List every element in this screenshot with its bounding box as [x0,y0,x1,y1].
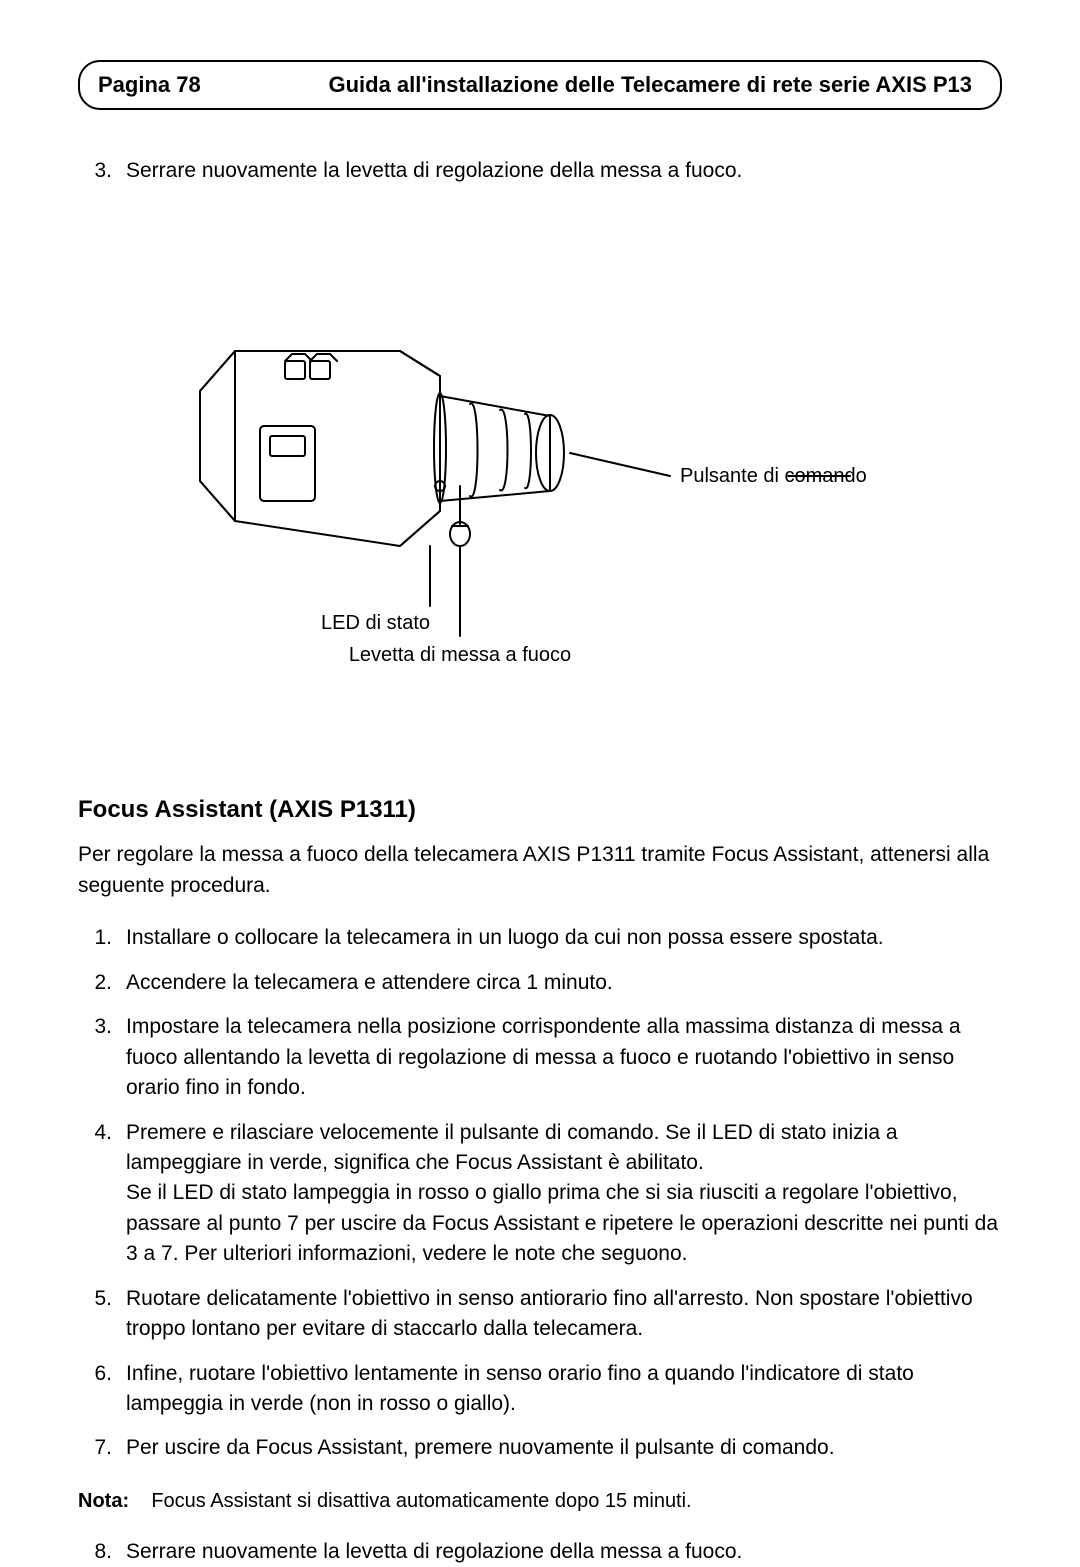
note-label: Nota: [78,1490,129,1512]
list-item: 7.Per uscire da Focus Assistant, premere… [78,1433,1002,1463]
camera-svg: Pulsante di comando LED di stato Levetta… [140,286,940,706]
list-text: Per uscire da Focus Assistant, premere n… [126,1433,1002,1463]
list-number: 5. [78,1284,126,1345]
section-list: 1.Installare o collocare la telecamera i… [78,923,1002,1464]
list-item: 2.Accendere la telecamera e attendere ci… [78,968,1002,998]
section-intro: Per regolare la messa a fuoco della tele… [78,840,1002,901]
note: Nota: Focus Assistant si disattiva autom… [78,1490,1002,1513]
list-item: 6.Infine, ruotare l'obiettivo lentamente… [78,1359,1002,1420]
list-item: 5.Ruotare delicatamente l'obiettivo in s… [78,1284,1002,1345]
list-item: 3. Serrare nuovamente la levetta di rego… [78,156,1002,186]
list-text: Premere e rilasciare velocemente il puls… [126,1118,1002,1270]
label-focus-puller: Levetta di messa a fuoco [349,644,571,666]
list-number: 1. [78,923,126,953]
list-number: 4. [78,1118,126,1270]
label-control-button: Pulsante di comando [680,465,867,487]
section-heading: Focus Assistant (AXIS P1311) [78,796,1002,824]
section-list-cont: 8. Serrare nuovamente la levetta di rego… [78,1537,1002,1567]
page-number: Pagina 78 [98,72,201,98]
list-item: 8. Serrare nuovamente la levetta di rego… [78,1537,1002,1567]
list-item: 3.Impostare la telecamera nella posizion… [78,1012,1002,1103]
list-text: Installare o collocare la telecamera in … [126,923,1002,953]
list-number: 6. [78,1359,126,1420]
list-text: Serrare nuovamente la levetta di regolaz… [126,1537,1002,1567]
doc-title: Guida all'installazione delle Telecamere… [328,72,972,98]
label-status-led: LED di stato [321,612,430,634]
page-header: Pagina 78 Guida all'installazione delle … [78,60,1002,110]
list-number: 2. [78,968,126,998]
list-item: 1.Installare o collocare la telecamera i… [78,923,1002,953]
page: Pagina 78 Guida all'installazione delle … [0,0,1080,1529]
list-item: 4.Premere e rilasciare velocemente il pu… [78,1118,1002,1270]
list-text: Ruotare delicatamente l'obiettivo in sen… [126,1284,1002,1345]
list-number: 3. [78,1012,126,1103]
note-text: Focus Assistant si disattiva automaticam… [151,1490,691,1512]
list-text: Infine, ruotare l'obiettivo lentamente i… [126,1359,1002,1420]
list-text: Accendere la telecamera e attendere circ… [126,968,1002,998]
list-number: 8. [78,1537,126,1567]
list-text: Serrare nuovamente la levetta di regolaz… [126,156,1002,186]
list-text: Impostare la telecamera nella posizione … [126,1012,1002,1103]
list-number: 3. [78,156,126,186]
camera-diagram: Pulsante di comando LED di stato Levetta… [78,286,1002,706]
list-number: 7. [78,1433,126,1463]
top-list: 3. Serrare nuovamente la levetta di rego… [78,156,1002,186]
